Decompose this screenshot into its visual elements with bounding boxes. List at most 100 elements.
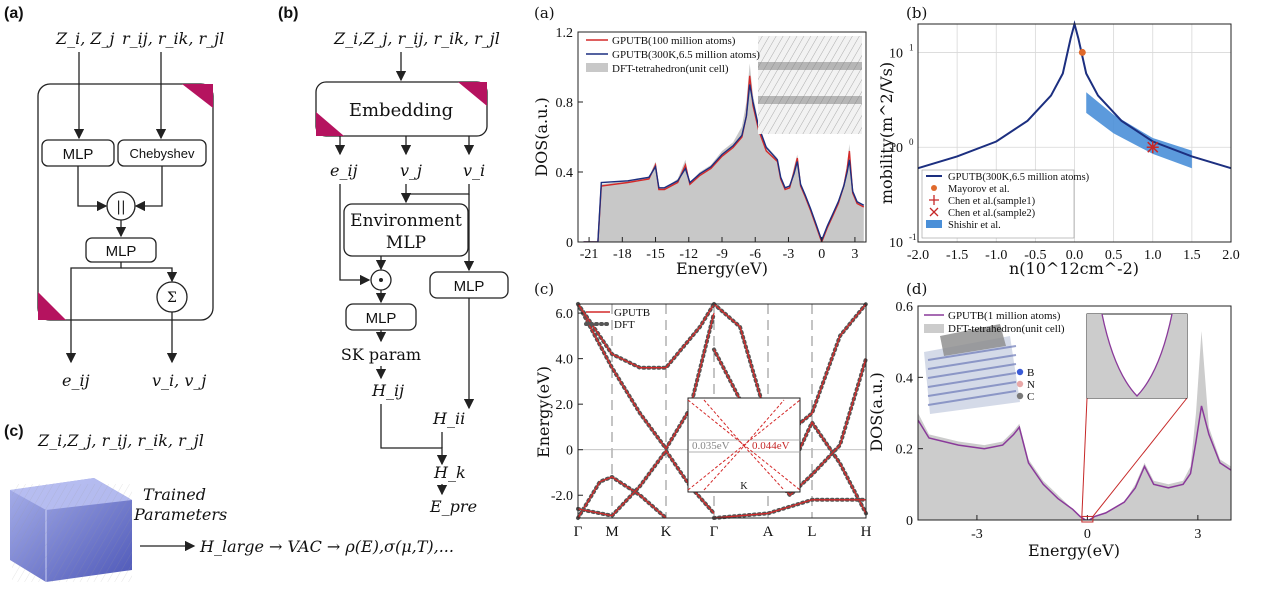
- chart-a-xtick-label: 3: [851, 247, 858, 262]
- chart-d-structure-legend-label: B: [1027, 367, 1034, 379]
- chart-c-inset-band: [743, 399, 785, 447]
- chart-a-dos: (a) -21 -18 -15 -12 -9 -6 -3 0 3 0 0.4 0.8 1.2 GPUTB…: [532, 4, 867, 278]
- b-corner-tr: [458, 82, 487, 106]
- b-corner-bl: [316, 112, 344, 136]
- chart-a-legend-label: GPUTB(300K,6.5 million atoms): [612, 49, 760, 61]
- chart-d-structure-legend-dot: [1016, 380, 1024, 388]
- chart-a-panel-label: (a): [534, 4, 555, 22]
- c-trained-line1: Trained: [143, 485, 206, 504]
- chart-c-inset-k-label: K: [740, 481, 748, 492]
- chart-c-ytick-label: 0: [566, 444, 573, 459]
- chart-d-xlabel: Energy(eV): [1028, 541, 1120, 560]
- chart-b-legend-swatch: [926, 220, 942, 228]
- b-h-k: H_k: [433, 463, 466, 482]
- chart-d-legend-label: DFT-tetrahedron(unit cell): [948, 323, 1065, 335]
- chart-b-ytick-exponent: 1: [909, 42, 914, 52]
- chart-d-legend-swatch: [924, 324, 944, 333]
- chart-b-xtick-label: 1.0: [1144, 248, 1162, 263]
- a-output-left: e_ij: [62, 371, 90, 390]
- chart-d-structure-row: [927, 372, 1017, 388]
- chart-d-structure-legend-dot: [1016, 368, 1024, 376]
- a-corner-tr: [182, 84, 213, 108]
- panel-a-label: (a): [4, 5, 24, 22]
- chart-b-ytick-label: 10: [889, 46, 903, 61]
- chart-d-structure-legend-label: N: [1027, 379, 1035, 391]
- chart-a-series-line-1: [583, 84, 865, 242]
- chart-c-ytick-label: 4.0: [556, 353, 574, 368]
- chart-b-legend-label: Mayorov et al.: [948, 184, 1010, 195]
- chart-d-structure-top: [940, 324, 1006, 356]
- b-inputs: Z_i,Z_j, r_ij, r_ik, r_jl: [333, 29, 500, 48]
- chart-c-inset-band: [703, 399, 745, 447]
- b-mlp-left: MLP: [366, 310, 397, 327]
- chart-a-legend-label: GPUTB(100 million atoms): [612, 35, 736, 47]
- chart-c-ytick-label: 2.0: [556, 398, 574, 413]
- a-input-right: r_ij, r_ik, r_jl: [122, 29, 224, 48]
- chart-b-mobility: (b) -2.0 -1.5 -1.0 -0.5 0.0 0.5 1.0 1.5 2.010 -11…: [877, 4, 1240, 278]
- chart-d-structure-legend-label: C: [1027, 391, 1034, 403]
- chart-c-panel-label: (c): [534, 280, 554, 298]
- chart-b-shishir-band: [1086, 92, 1192, 169]
- chart-c-inset-band: [687, 399, 801, 491]
- chart-b-xtick-label: 1.5: [1183, 248, 1201, 263]
- c-inputs: Z_i,Z_j, r_ij, r_ik, r_jl: [37, 431, 204, 450]
- a-frame: [37, 83, 214, 321]
- chart-a-xtick-label: -18: [613, 247, 632, 262]
- b-h-ij: H_ij: [371, 381, 404, 400]
- chart-b-xtick-label: -0.5: [1024, 248, 1046, 263]
- chart-c-gputb-band: [577, 303, 715, 369]
- chart-b-mayorov-point: [1078, 48, 1086, 56]
- chart-c-kpoint-label: H: [861, 524, 872, 540]
- chart-a-ytick-label: 0: [566, 236, 573, 251]
- c-crystal-cube: [10, 478, 132, 582]
- chart-d-frame: [917, 305, 1232, 521]
- chart-a-xlabel: Energy(eV): [676, 259, 768, 278]
- chart-d-panel-label: (d): [906, 280, 927, 298]
- panel-c-diagram: (c) Z_i,Z_j, r_ij, r_ik, r_jl Trained Pa…: [4, 423, 454, 582]
- chart-b-ytick-label: 10: [889, 141, 903, 156]
- chart-b-legend-label: Shishir et al.: [948, 220, 1001, 231]
- b-v-i: v_i: [463, 161, 485, 180]
- b-env-mlp-line1: Environment: [350, 211, 462, 231]
- a-mlp2: MLP: [106, 243, 137, 260]
- a-mlp1: MLP: [63, 146, 94, 163]
- panel-b-diagram: (b) Z_i,Z_j, r_ij, r_ik, r_jl Embedding …: [278, 5, 509, 516]
- chart-a-legend-swatch: [586, 63, 608, 72]
- b-v-j: v_j: [400, 161, 422, 180]
- chart-c-kpoint-label: K: [661, 524, 672, 540]
- chart-d-inset-curve: [1101, 313, 1173, 397]
- chart-d-zoom-line: [1081, 397, 1088, 517]
- chart-c-kpoint-label: L: [807, 524, 816, 540]
- chart-d-xtick-label: -3: [971, 527, 983, 542]
- chart-d-gputb-line: [918, 405, 1231, 520]
- b-e-pre: E_pre: [429, 497, 477, 516]
- a-concat: ||: [116, 199, 125, 215]
- chart-b-xtick-label: -1.5: [946, 248, 968, 263]
- chart-d-legend-label: GPUTB(1 million atoms): [948, 310, 1061, 322]
- chart-b-legend-label: Chen et al.(sample2): [948, 208, 1036, 219]
- chart-c-frame: [577, 303, 867, 519]
- chart-d-ytick-label: 0: [906, 514, 913, 529]
- b-mlp-right: MLP: [454, 278, 485, 295]
- chart-a-ylabel: DOS(a.u.): [532, 97, 551, 176]
- chart-b-xtick-label: 2.0: [1222, 248, 1240, 263]
- chart-b-xtick-label: 0.0: [1066, 248, 1084, 263]
- panel-a-diagram: (a) Z_i, Z_j r_ij, r_ik, r_jl MLP Chebys…: [4, 5, 224, 390]
- chart-d-zoom-box: [1081, 515, 1094, 523]
- chart-b-legend-box: [921, 169, 1075, 239]
- chart-c-gputb-band: [577, 303, 715, 450]
- chart-b-xtick-label: -2.0: [907, 248, 929, 263]
- chart-b-xlabel: n(10^12cm^-2): [1009, 259, 1139, 278]
- a-output-right: v_i, v_j: [152, 371, 206, 390]
- b-embedding-box: [315, 81, 488, 137]
- b-h-ii: H_ii: [432, 409, 465, 428]
- chart-a-xtick-label: -21: [580, 247, 599, 262]
- chart-a-xtick-label: 0: [818, 247, 825, 262]
- chart-a-legend-label: DFT-tetrahedron(unit cell): [612, 63, 729, 75]
- chart-b-ylabel: mobility(m^2/Vs): [877, 62, 896, 204]
- chart-c-kpoint-label: A: [763, 524, 774, 540]
- chart-d-dft-fill: [918, 331, 1231, 520]
- chart-d-structure-image: BNC: [924, 324, 1035, 414]
- chart-a-ytick-label: 0.4: [556, 166, 574, 181]
